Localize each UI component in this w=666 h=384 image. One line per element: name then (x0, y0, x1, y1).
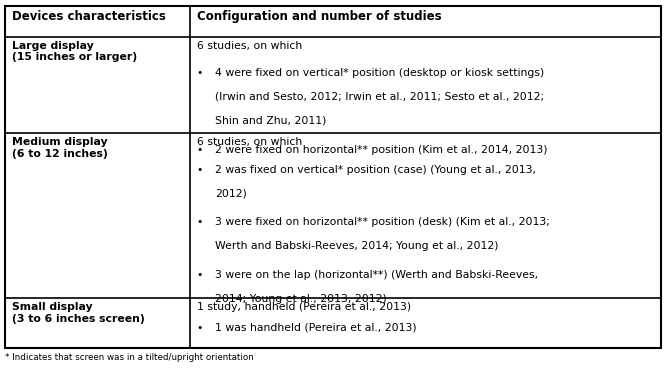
Text: •: • (196, 165, 203, 175)
Text: (Irwin and Sesto, 2012; Irwin et al., 2011; Sesto et al., 2012;: (Irwin and Sesto, 2012; Irwin et al., 20… (215, 92, 545, 102)
Text: 2 were fixed on horizontal** position (Kim et al., 2014, 2013): 2 were fixed on horizontal** position (K… (215, 145, 548, 155)
Text: 6 studies, on which: 6 studies, on which (196, 137, 302, 147)
Text: 6 studies, on which: 6 studies, on which (196, 41, 302, 51)
Text: * Indicates that screen was in a tilted/upright orientation: * Indicates that screen was in a tilted/… (5, 353, 254, 362)
Text: 4 were fixed on vertical* position (desktop or kiosk settings): 4 were fixed on vertical* position (desk… (215, 68, 545, 78)
Text: 3 were on the lap (horizontal**) (Werth and Babski-Reeves,: 3 were on the lap (horizontal**) (Werth … (215, 270, 539, 280)
Text: Large display
(15 inches or larger): Large display (15 inches or larger) (12, 41, 137, 62)
Text: 1 was handheld (Pereira et al., 2013): 1 was handheld (Pereira et al., 2013) (215, 323, 417, 333)
Text: •: • (196, 270, 203, 280)
Text: 2012): 2012) (215, 189, 247, 199)
Text: Devices characteristics: Devices characteristics (12, 10, 166, 23)
Text: •: • (196, 217, 203, 227)
Text: 2014; Young et al., 2013, 2012): 2014; Young et al., 2013, 2012) (215, 294, 387, 304)
Text: •: • (196, 145, 203, 155)
Text: •: • (196, 323, 203, 333)
Text: Shin and Zhu, 2011): Shin and Zhu, 2011) (215, 116, 327, 126)
Text: Werth and Babski-Reeves, 2014; Young et al., 2012): Werth and Babski-Reeves, 2014; Young et … (215, 241, 499, 251)
Text: Medium display
(6 to 12 inches): Medium display (6 to 12 inches) (12, 137, 108, 159)
Text: 1 study, handheld (Pereira et al., 2013): 1 study, handheld (Pereira et al., 2013) (196, 302, 411, 312)
Text: Configuration and number of studies: Configuration and number of studies (196, 10, 442, 23)
Bar (5, 6, 661, 348)
Text: •: • (196, 68, 203, 78)
Text: 2 was fixed on vertical* position (case) (Young et al., 2013,: 2 was fixed on vertical* position (case)… (215, 165, 536, 175)
Text: 3 were fixed on horizontal** position (desk) (Kim et al., 2013;: 3 were fixed on horizontal** position (d… (215, 217, 550, 227)
Text: Small display
(3 to 6 inches screen): Small display (3 to 6 inches screen) (12, 302, 145, 324)
